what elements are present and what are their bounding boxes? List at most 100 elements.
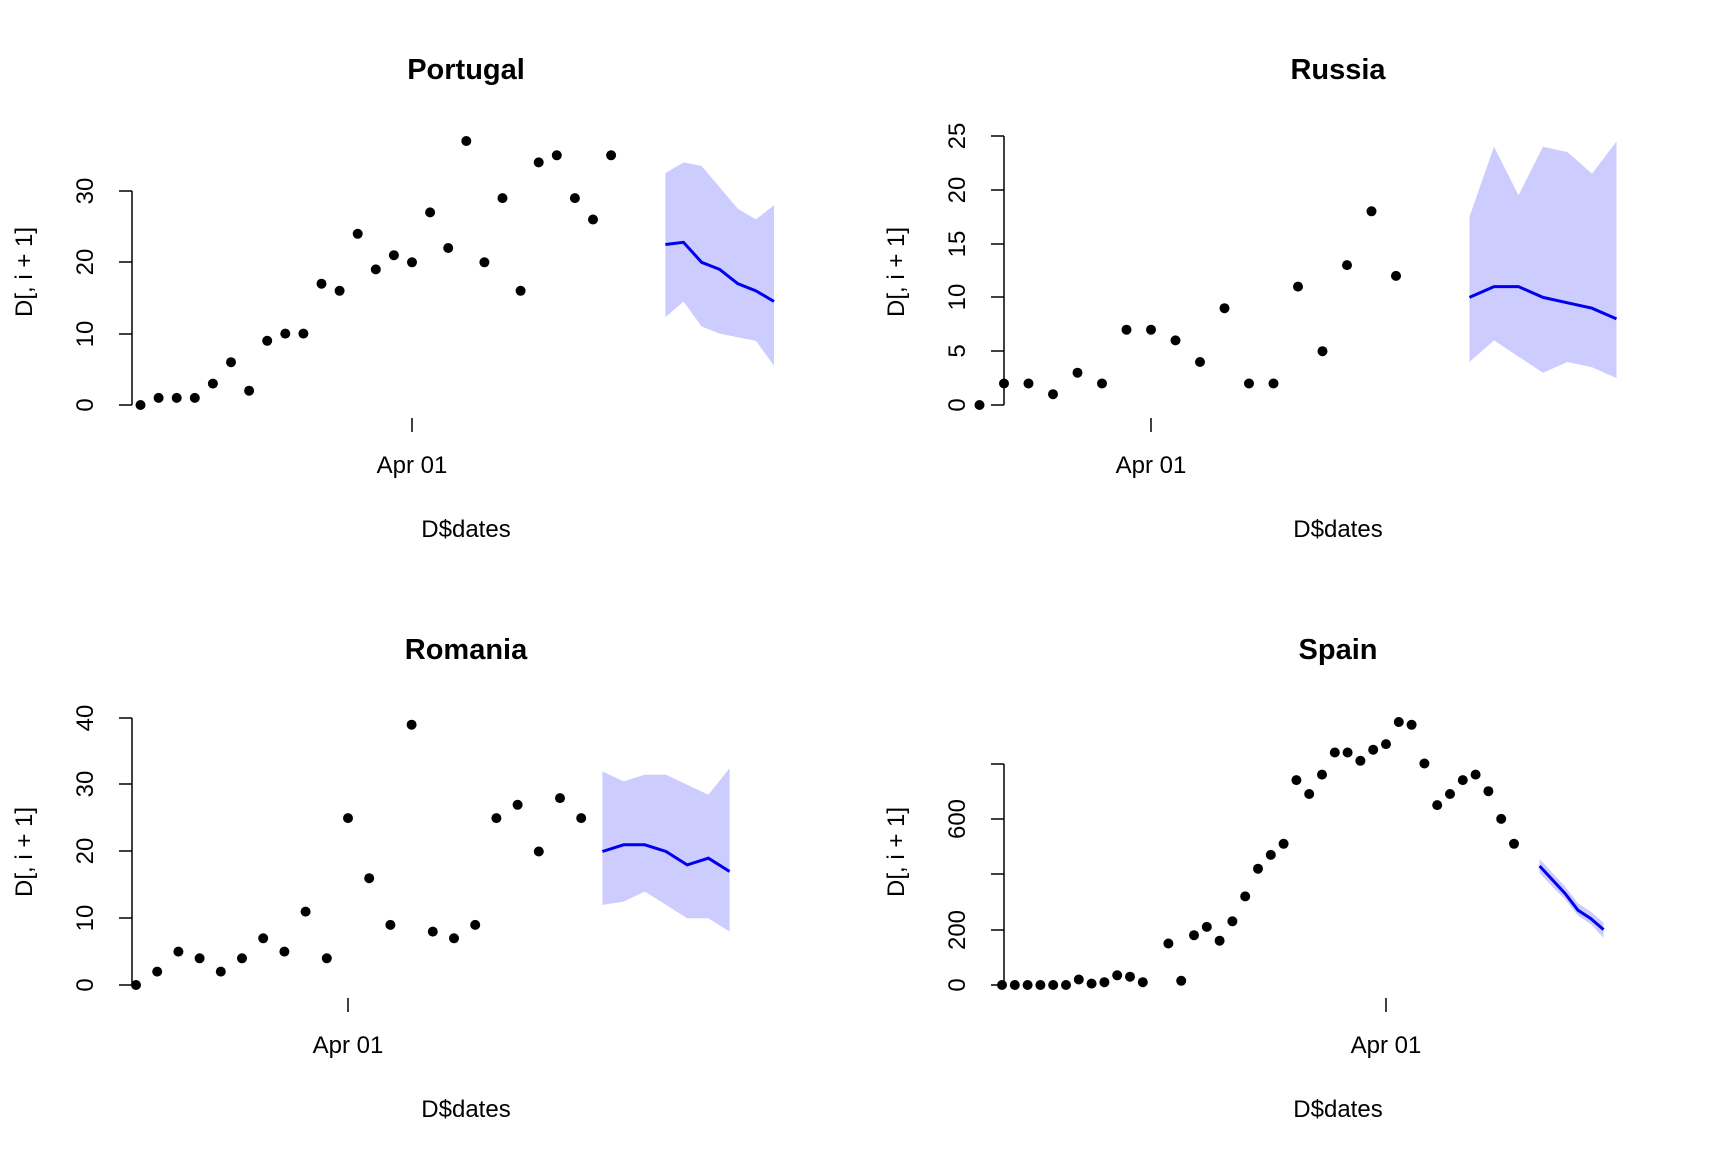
y-tick-label: 10 (944, 284, 971, 311)
data-point (1023, 378, 1034, 389)
data-point (1125, 971, 1135, 982)
data-point (135, 400, 146, 410)
data-point (515, 285, 526, 296)
y-axis-label: D[, i + 1] (11, 227, 38, 317)
data-point (1355, 755, 1366, 766)
data-point (1293, 281, 1303, 292)
data-point (1244, 378, 1254, 389)
data-point (406, 719, 417, 730)
x-axis-label: D$dates (421, 1096, 510, 1123)
data-point (207, 378, 218, 389)
panel-title: Romania (405, 634, 528, 666)
forecast-line (1538, 864, 1605, 931)
data-point (1381, 739, 1391, 750)
y-axis-label: D[, i + 1] (883, 227, 910, 317)
plot-marks (997, 717, 1605, 990)
x-tick-label: Apr 01 (313, 1032, 384, 1059)
panel-title: Portugal (407, 54, 525, 86)
data-point (1189, 930, 1199, 941)
panel-portugal: Portugal D$dates D[, i + 1] 0 10 20 30 A… (11, 54, 775, 543)
data-point (1470, 769, 1481, 780)
data-point (1214, 935, 1225, 946)
data-point (1072, 367, 1083, 378)
data-point (1009, 980, 1020, 990)
plot-marks (135, 136, 775, 410)
data-point (470, 919, 481, 930)
y-tick-label: 30 (72, 771, 99, 798)
y-tick-label: 5 (944, 344, 971, 357)
data-point (189, 392, 200, 403)
x-tick-label: Apr 01 (1351, 1032, 1422, 1059)
data-point (512, 799, 523, 810)
data-point (407, 257, 417, 268)
data-point (443, 243, 454, 253)
data-point (1419, 758, 1430, 769)
data-point (364, 873, 375, 884)
data-point (533, 157, 544, 168)
y-tick-label: 600 (944, 799, 971, 839)
data-point (1342, 747, 1353, 758)
y-tick-label: 20 (72, 838, 99, 865)
data-point (1509, 838, 1519, 849)
data-point (1035, 980, 1046, 990)
data-point (352, 228, 363, 239)
data-point (1496, 813, 1507, 824)
panel-romania: Romania D$dates D[, i + 1] 0 10 20 30 40… (11, 634, 731, 1123)
data-point (1406, 719, 1417, 730)
data-point (1227, 916, 1238, 927)
data-point (1099, 977, 1110, 988)
plot-marks (131, 719, 731, 990)
data-point (1317, 769, 1327, 780)
forecast-band (665, 162, 774, 366)
data-point (1146, 324, 1156, 335)
data-point (533, 846, 544, 857)
panel-spain: Spain D$dates D[, i + 1] 0 200 600 Apr 0… (883, 634, 1605, 1123)
y-tick-label: 20 (72, 249, 99, 276)
y-tick-label: 10 (72, 321, 99, 348)
y-tick-label: 0 (72, 978, 99, 991)
data-point (1219, 303, 1230, 314)
data-point (1048, 389, 1058, 400)
data-point (215, 966, 226, 977)
y-tick-label: 0 (944, 398, 971, 411)
data-point (152, 966, 163, 977)
data-point (449, 933, 459, 944)
data-point (497, 193, 508, 204)
data-point (1170, 335, 1181, 346)
y-tick-label: 200 (944, 910, 971, 950)
y-tick-label: 40 (72, 705, 99, 732)
y-tick-label: 20 (944, 177, 971, 204)
data-point (1097, 378, 1107, 389)
data-point (576, 813, 587, 824)
data-point (343, 813, 353, 824)
data-point (279, 946, 290, 957)
data-point (237, 953, 247, 964)
data-point (1073, 974, 1084, 985)
data-point (1048, 980, 1059, 990)
x-tick-label: Apr 01 (377, 452, 448, 479)
data-point (131, 980, 141, 990)
data-point (153, 392, 164, 403)
data-point (1304, 789, 1315, 799)
data-point (425, 207, 436, 218)
forecast-band (1469, 141, 1617, 379)
panel-russia: Russia D$dates D[, i + 1] 0 5 10 15 20 2… (883, 54, 1618, 543)
y-tick-label: 0 (944, 978, 971, 991)
data-point (1061, 980, 1071, 990)
x-axis-label: D$dates (421, 516, 510, 543)
data-point (298, 328, 309, 339)
data-point (555, 793, 565, 804)
data-point (244, 385, 255, 396)
data-point (606, 150, 617, 161)
data-point (1317, 346, 1328, 357)
data-point (321, 953, 332, 964)
data-point (300, 906, 311, 917)
y-axis-label: D[, i + 1] (11, 807, 38, 897)
y-tick-label: 10 (72, 905, 99, 932)
data-point (1201, 921, 1212, 932)
data-point (588, 214, 598, 225)
data-point (479, 257, 490, 268)
forecast-band (602, 768, 730, 932)
data-point (1086, 978, 1097, 989)
data-point (1483, 786, 1494, 797)
